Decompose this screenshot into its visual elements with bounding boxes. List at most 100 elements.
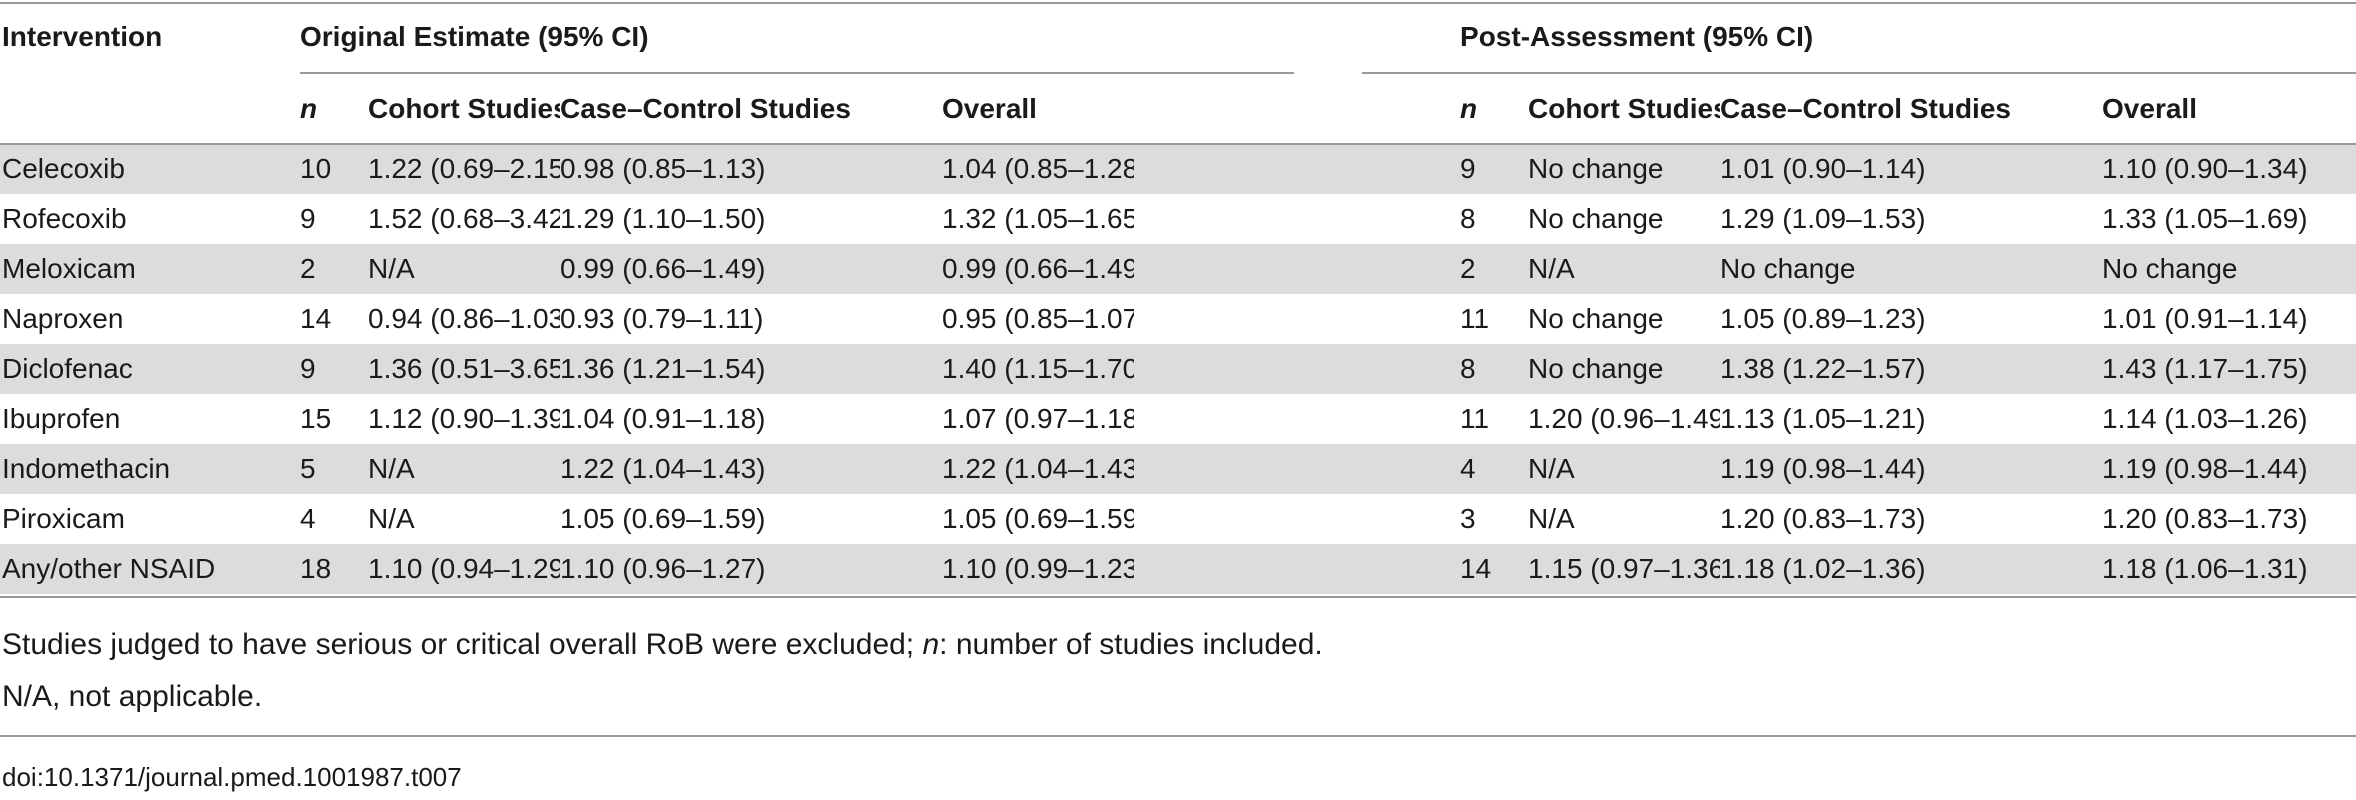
table-row: Celecoxib 10 1.22 (0.69–2.15) 0.98 (0.85–1.…: [0, 144, 2356, 194]
cell-orig-case-control: 1.04 (0.91–1.18): [560, 403, 766, 434]
cell-post-overall: 1.14 (1.03–1.26): [2102, 403, 2308, 434]
cell-orig-cohort: 1.22 (0.69–2.15): [368, 144, 560, 194]
cell-orig-cohort: N/A: [368, 244, 560, 294]
cell-intervention: Meloxicam: [0, 244, 300, 294]
cell-post-n: 4: [1460, 444, 1529, 494]
header-post-cohort: Cohort Studies: [1528, 93, 1721, 124]
cell-orig-cohort: N/A: [368, 444, 560, 494]
header-post-n: n: [1460, 93, 1478, 124]
cell-post-case-control: 1.19 (0.98–1.44): [1720, 444, 2103, 494]
cell-post-cohort: No change: [1528, 144, 1721, 194]
cell-orig-n: 2: [300, 244, 368, 294]
cell-orig-overall: 1.40 (1.15–1.70): [942, 344, 1134, 394]
cell-post-case-control: 1.38 (1.22–1.57): [1720, 344, 2103, 394]
cell-orig-case-control: 1.05 (0.69–1.59): [560, 503, 766, 534]
cell-intervention: Indomethacin: [0, 444, 300, 494]
cell-post-cohort: N/A: [1528, 244, 1721, 294]
table-row: Any/other NSAID 18 1.10 (0.94–1.29) 1.10 (0…: [0, 544, 2356, 594]
cell-orig-overall: 1.22 (1.04–1.43): [942, 444, 1134, 494]
cell-orig-case-control: 1.22 (1.04–1.43): [560, 444, 942, 494]
cell-post-n: 9: [1460, 144, 1529, 194]
cell-gap: [1134, 144, 1461, 194]
table-row: Piroxicam 4 N/A 1.05 (0.69–1.59) 1.05 (0.69–…: [0, 494, 2356, 544]
cell-orig-case-control: 0.98 (0.85–1.13): [560, 144, 942, 194]
table-row: Meloxicam 2 N/A 0.99 (0.66–1.49) 0.99 (0.66–…: [0, 244, 2356, 294]
cell-post-case-control: 1.18 (1.02–1.36): [1720, 544, 2103, 594]
cell-post-overall: 1.20 (0.83–1.73): [2102, 503, 2308, 534]
cell-post-case-control: 1.29 (1.09–1.53): [1720, 203, 1926, 234]
table-bottom-rule: [0, 596, 2356, 598]
cell-orig-cohort: 1.52 (0.68–3.42): [368, 203, 560, 234]
cell-orig-cohort: 1.36 (0.51–3.65): [368, 344, 560, 394]
doi-link[interactable]: doi:10.1371/journal.pmed.1001987.t007: [2, 762, 462, 792]
cell-orig-cohort: N/A: [368, 503, 415, 534]
cell-orig-overall: 0.99 (0.66–1.49): [942, 244, 1134, 294]
cell-orig-n: 5: [300, 444, 368, 494]
cell-gap: [1134, 544, 1461, 594]
cell-post-overall: 1.43 (1.17–1.75): [2102, 344, 2356, 394]
cell-orig-overall: 1.10 (0.99–1.23): [942, 544, 1134, 594]
cell-post-case-control: 1.20 (0.83–1.73): [1720, 503, 1926, 534]
cell-intervention: Naproxen: [2, 303, 124, 334]
cell-post-cohort: No change: [1528, 203, 1664, 234]
cell-post-overall: No change: [2102, 244, 2356, 294]
cell-orig-overall: 1.04 (0.85–1.28): [942, 144, 1134, 194]
footnote-rob: Studies judged to have serious or critic…: [2, 628, 1323, 661]
cell-orig-overall: 1.05 (0.69–1.59): [942, 503, 1134, 534]
cell-orig-case-control: 1.10 (0.96–1.27): [560, 544, 942, 594]
cell-post-cohort: 1.15 (0.97–1.36): [1528, 544, 1721, 594]
cell-post-overall: 1.19 (0.98–1.44): [2102, 444, 2356, 494]
header-gap: [1134, 74, 1460, 144]
cell-post-n: 11: [1460, 403, 1490, 434]
cell-post-n: 8: [1460, 344, 1529, 394]
cell-post-case-control: 1.05 (0.89–1.23): [1720, 303, 1926, 334]
cell-gap: [1134, 494, 1460, 544]
cell-post-cohort: 1.20 (0.96–1.49): [1528, 403, 1721, 434]
cell-orig-n: 4: [300, 503, 316, 534]
table-row: Rofecoxib 9 1.52 (0.68–3.42) 1.29 (1.10–1.5…: [0, 194, 2356, 244]
results-table: Intervention Original Estimate (95% CI) …: [0, 0, 2356, 594]
header-blank: [0, 74, 300, 144]
cell-gap: [1134, 344, 1461, 394]
header-post-overall: Overall: [2102, 93, 2197, 124]
cell-post-case-control: 1.13 (1.05–1.21): [1720, 403, 1926, 434]
cell-orig-case-control: 0.93 (0.79–1.11): [560, 303, 764, 334]
cell-orig-cohort: 1.10 (0.94–1.29): [368, 544, 560, 594]
cell-intervention: Ibuprofen: [2, 403, 121, 434]
cell-orig-cohort: 1.12 (0.90–1.39): [368, 403, 560, 434]
cell-orig-n: 18: [300, 544, 368, 594]
cell-orig-n: 9: [300, 344, 368, 394]
group-header-row: Intervention Original Estimate (95% CI) …: [0, 0, 2356, 74]
header-intervention: Intervention: [2, 21, 163, 52]
cell-intervention: Rofecoxib: [2, 203, 127, 234]
header-orig-cohort: Cohort Studies: [368, 93, 560, 124]
cell-intervention: Diclofenac: [0, 344, 300, 394]
cell-orig-n: 15: [300, 403, 332, 434]
cell-orig-case-control: 0.99 (0.66–1.49): [560, 244, 942, 294]
cell-post-n: 14: [1460, 544, 1529, 594]
header-post-case-control: Case–Control Studies: [1720, 93, 2011, 124]
cell-post-overall: 1.01 (0.91–1.14): [2102, 303, 2308, 334]
cell-post-overall: 1.10 (0.90–1.34): [2102, 144, 2356, 194]
cell-gap: [1134, 194, 1460, 244]
header-original-estimate: Original Estimate (95% CI): [300, 21, 649, 52]
post-group-rule: [1362, 72, 2356, 74]
cell-post-cohort: No change: [1528, 344, 1721, 394]
cell-post-cohort: N/A: [1528, 503, 1575, 534]
table-row: Indomethacin 5 N/A 1.22 (1.04–1.43) 1.22 (1.…: [0, 444, 2356, 494]
cell-gap: [1134, 294, 1460, 344]
header-bottom-rule: [0, 143, 2356, 145]
cell-orig-overall: 1.07 (0.97–1.18): [942, 403, 1134, 434]
cell-gap: [1134, 244, 1461, 294]
cell-intervention: Any/other NSAID: [0, 544, 300, 594]
cell-orig-n: 9: [300, 203, 316, 234]
cell-orig-case-control: 1.29 (1.10–1.50): [560, 203, 766, 234]
cell-orig-overall: 1.32 (1.05–1.65): [942, 203, 1134, 234]
cell-orig-n: 10: [300, 144, 368, 194]
cell-post-case-control: No change: [1720, 244, 2103, 294]
footer-rule: [0, 735, 2356, 737]
footnote-na: N/A, not applicable.: [2, 680, 263, 713]
cell-post-n: 2: [1460, 244, 1529, 294]
header-orig-overall: Overall: [942, 93, 1037, 124]
cell-orig-cohort: 0.94 (0.86–1.03): [368, 303, 560, 334]
